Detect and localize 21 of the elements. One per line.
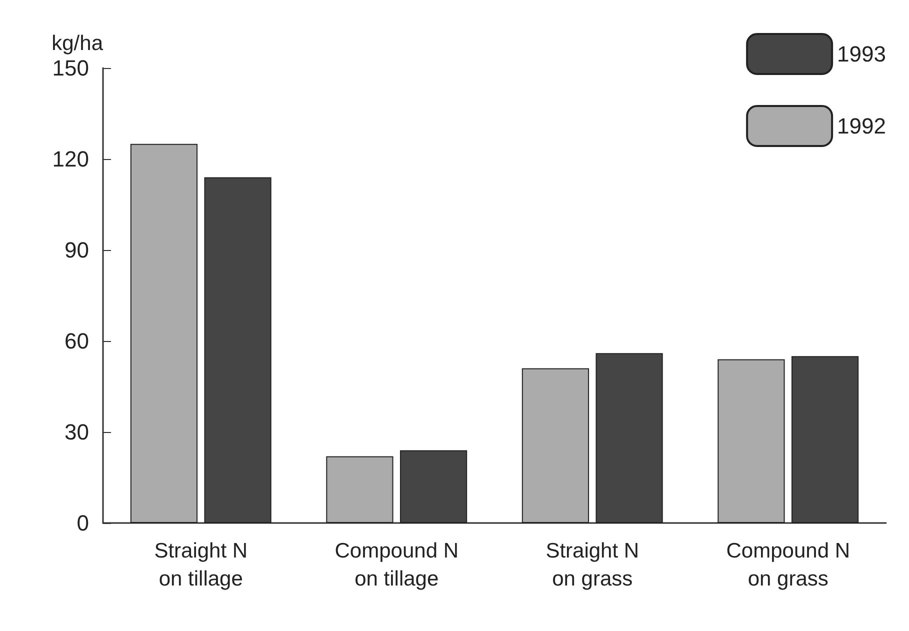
bar [791, 356, 859, 523]
x-tick-label: Compound N on grass [726, 540, 850, 590]
bar [522, 368, 590, 523]
y-tick-label: 30 [64, 420, 89, 444]
y-tick-label: 0 [76, 510, 89, 536]
legend-label: 1993 [837, 42, 886, 66]
y-tick-label: 120 [52, 146, 89, 172]
bar [326, 456, 394, 523]
bar [204, 177, 272, 523]
bar [596, 353, 663, 523]
x-tick-label: Straight N on tillage [154, 540, 248, 590]
legend-label: 1992 [837, 114, 886, 138]
x-tick-label: Straight N on grass [546, 540, 640, 590]
bar [400, 450, 468, 523]
y-tick-label: 90 [64, 238, 89, 262]
bar [130, 144, 198, 523]
y-tick-label: 60 [64, 328, 89, 354]
y-tick-label: 150 [52, 56, 89, 80]
x-tick-label: Compound N on tillage [334, 540, 458, 590]
y-axis-title: kg/ha [52, 32, 104, 55]
bar [718, 359, 785, 523]
